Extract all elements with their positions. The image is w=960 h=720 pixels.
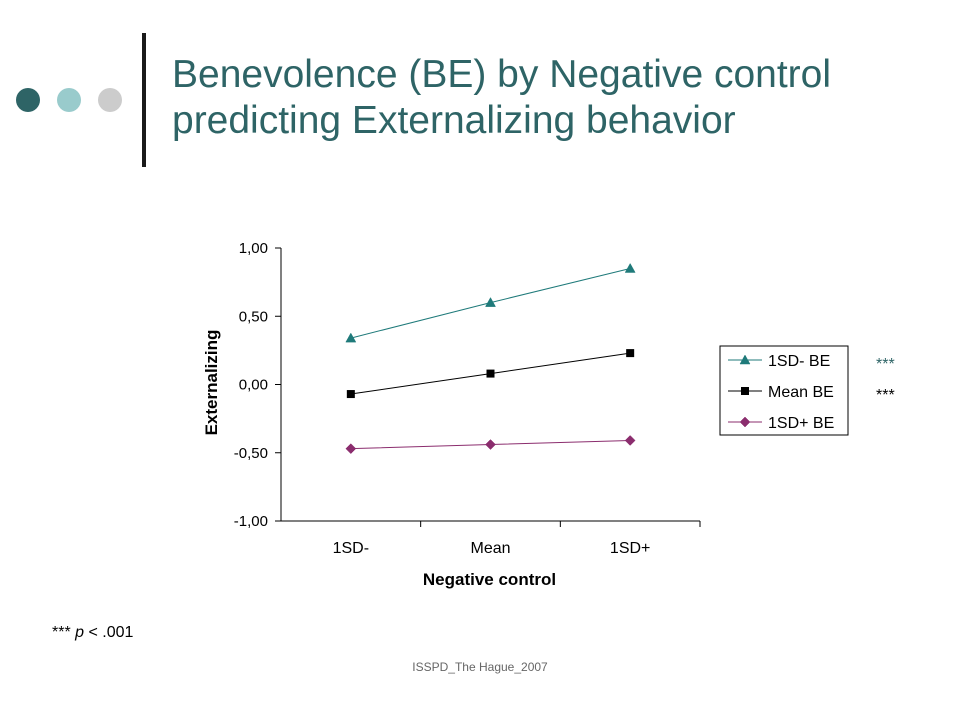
y-axis-title: Externalizing: [202, 330, 221, 436]
x-tick-label: 1SD-: [333, 540, 369, 557]
data-point-series-1: [624, 262, 636, 273]
title-divider-bar: [142, 33, 146, 167]
legend-marker-1: [739, 354, 751, 365]
y-tick-label: 0,50: [239, 308, 268, 325]
x-tick-label: Mean: [470, 540, 510, 557]
legend-label-2: Mean BE: [768, 384, 834, 401]
slide-title-line-2: predicting Externalizing behavior: [172, 99, 736, 142]
decor-dot-teal: [57, 88, 81, 112]
slide-title-line-1: Benevolence (BE) by Negative control: [172, 53, 832, 96]
footnote-p: p: [75, 624, 85, 641]
y-tick-label: 0,00: [239, 377, 268, 394]
data-point-series-1: [485, 297, 496, 307]
data-point-series-3: [345, 443, 357, 455]
slide-footer: ISSPD_The Hague_2007: [412, 660, 548, 674]
data-point-series-2: [626, 349, 635, 358]
decor-dot-dark: [16, 88, 40, 112]
significance-stars-2: ***: [876, 387, 895, 404]
data-point-series-3: [485, 439, 496, 450]
legend-label-1: 1SD- BE: [768, 353, 830, 370]
x-tick-label: 1SD+: [610, 540, 650, 557]
slide-title: Benevolence (BE) by Negative control pre…: [172, 52, 942, 144]
legend-marker-2: [741, 387, 749, 395]
footnote-threshold: < .001: [88, 624, 134, 641]
data-point-series-1: [345, 332, 357, 343]
data-point-series-3: [624, 435, 636, 446]
footnote-stars: ***: [52, 624, 71, 641]
legend-label-3: 1SD+ BE: [768, 415, 834, 432]
decor-dot-grey: [98, 88, 122, 112]
y-tick-label: -0,50: [234, 445, 268, 462]
data-point-series-2: [346, 390, 355, 399]
significance-stars-1: ***: [876, 356, 895, 373]
significance-footnote: *** p < .001: [52, 624, 133, 642]
legend-marker-3: [739, 416, 751, 428]
data-point-series-2: [486, 369, 495, 378]
y-tick-label: 1,00: [239, 240, 268, 257]
x-axis-title: Negative control: [423, 570, 556, 589]
y-tick-label: -1,00: [234, 513, 268, 530]
